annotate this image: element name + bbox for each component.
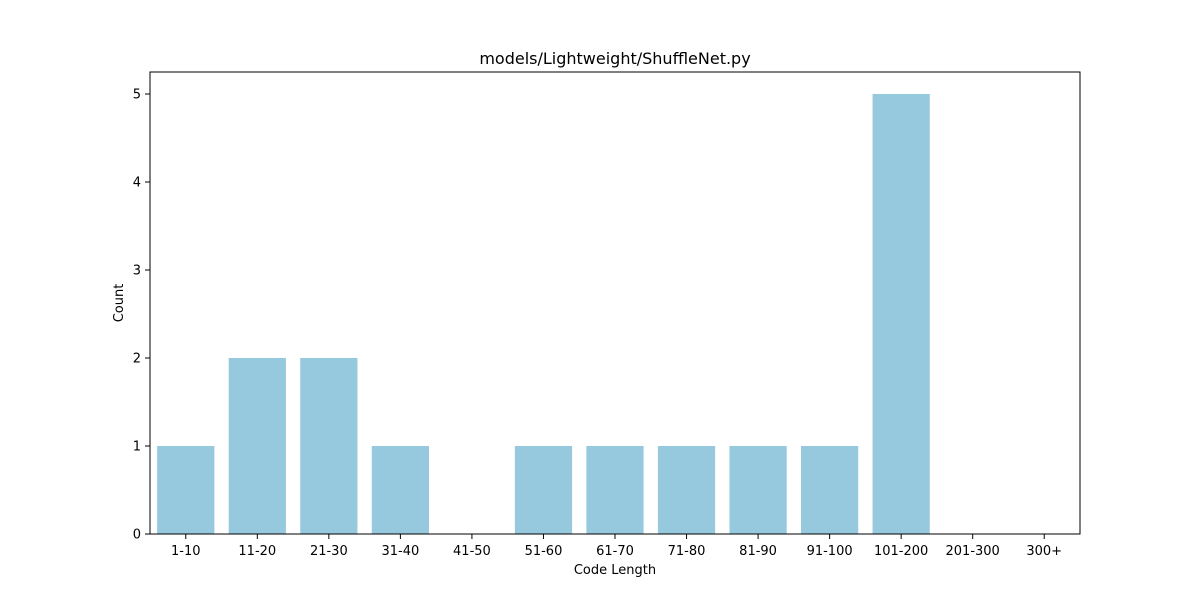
y-tick-label: 4 — [133, 176, 141, 191]
x-tick-label: 61-70 — [596, 544, 634, 559]
bar-31-40 — [371, 446, 429, 534]
y-axis: 0 1 2 3 4 5 — [133, 88, 150, 543]
x-tick-label: 81-90 — [739, 544, 777, 559]
bar-101-200 — [872, 94, 930, 534]
bar-11-20 — [228, 358, 286, 534]
x-tick-label: 201-300 — [946, 544, 1000, 559]
y-tick-label: 2 — [133, 352, 141, 367]
x-axis: 1-10 11-20 21-30 31-40 41-50 51-60 61-70 71-80 8… — [171, 534, 1062, 559]
bar-21-30 — [300, 358, 358, 534]
x-axis-label: Code Length — [574, 563, 656, 578]
y-tick-label: 1 — [133, 440, 141, 455]
y-tick-label: 0 — [133, 528, 141, 543]
x-tick-label: 11-20 — [238, 544, 276, 559]
x-tick-label: 31-40 — [381, 544, 419, 559]
bar-1-10 — [157, 446, 215, 534]
x-tick-label: 91-100 — [807, 544, 853, 559]
x-tick-label: 41-50 — [453, 544, 491, 559]
bar-71-80 — [657, 446, 716, 534]
bar-81-90 — [729, 446, 787, 534]
bar-51-60 — [514, 446, 573, 534]
x-tick-label: 21-30 — [310, 544, 348, 559]
bar-91-100 — [801, 446, 859, 534]
y-axis-label: Count — [112, 284, 127, 323]
x-tick-label: 51-60 — [525, 544, 563, 559]
x-tick-label: 1-10 — [171, 544, 201, 559]
y-tick-label: 5 — [133, 88, 141, 103]
chart-title: models/Lightweight/ShuffleNet.py — [479, 49, 750, 68]
x-tick-label: 101-200 — [874, 544, 928, 559]
x-tick-label: 300+ — [1026, 544, 1062, 559]
bars-layer — [157, 94, 930, 534]
x-tick-label: 71-80 — [668, 544, 706, 559]
bar-61-70 — [586, 446, 644, 534]
y-tick-label: 3 — [133, 264, 141, 279]
